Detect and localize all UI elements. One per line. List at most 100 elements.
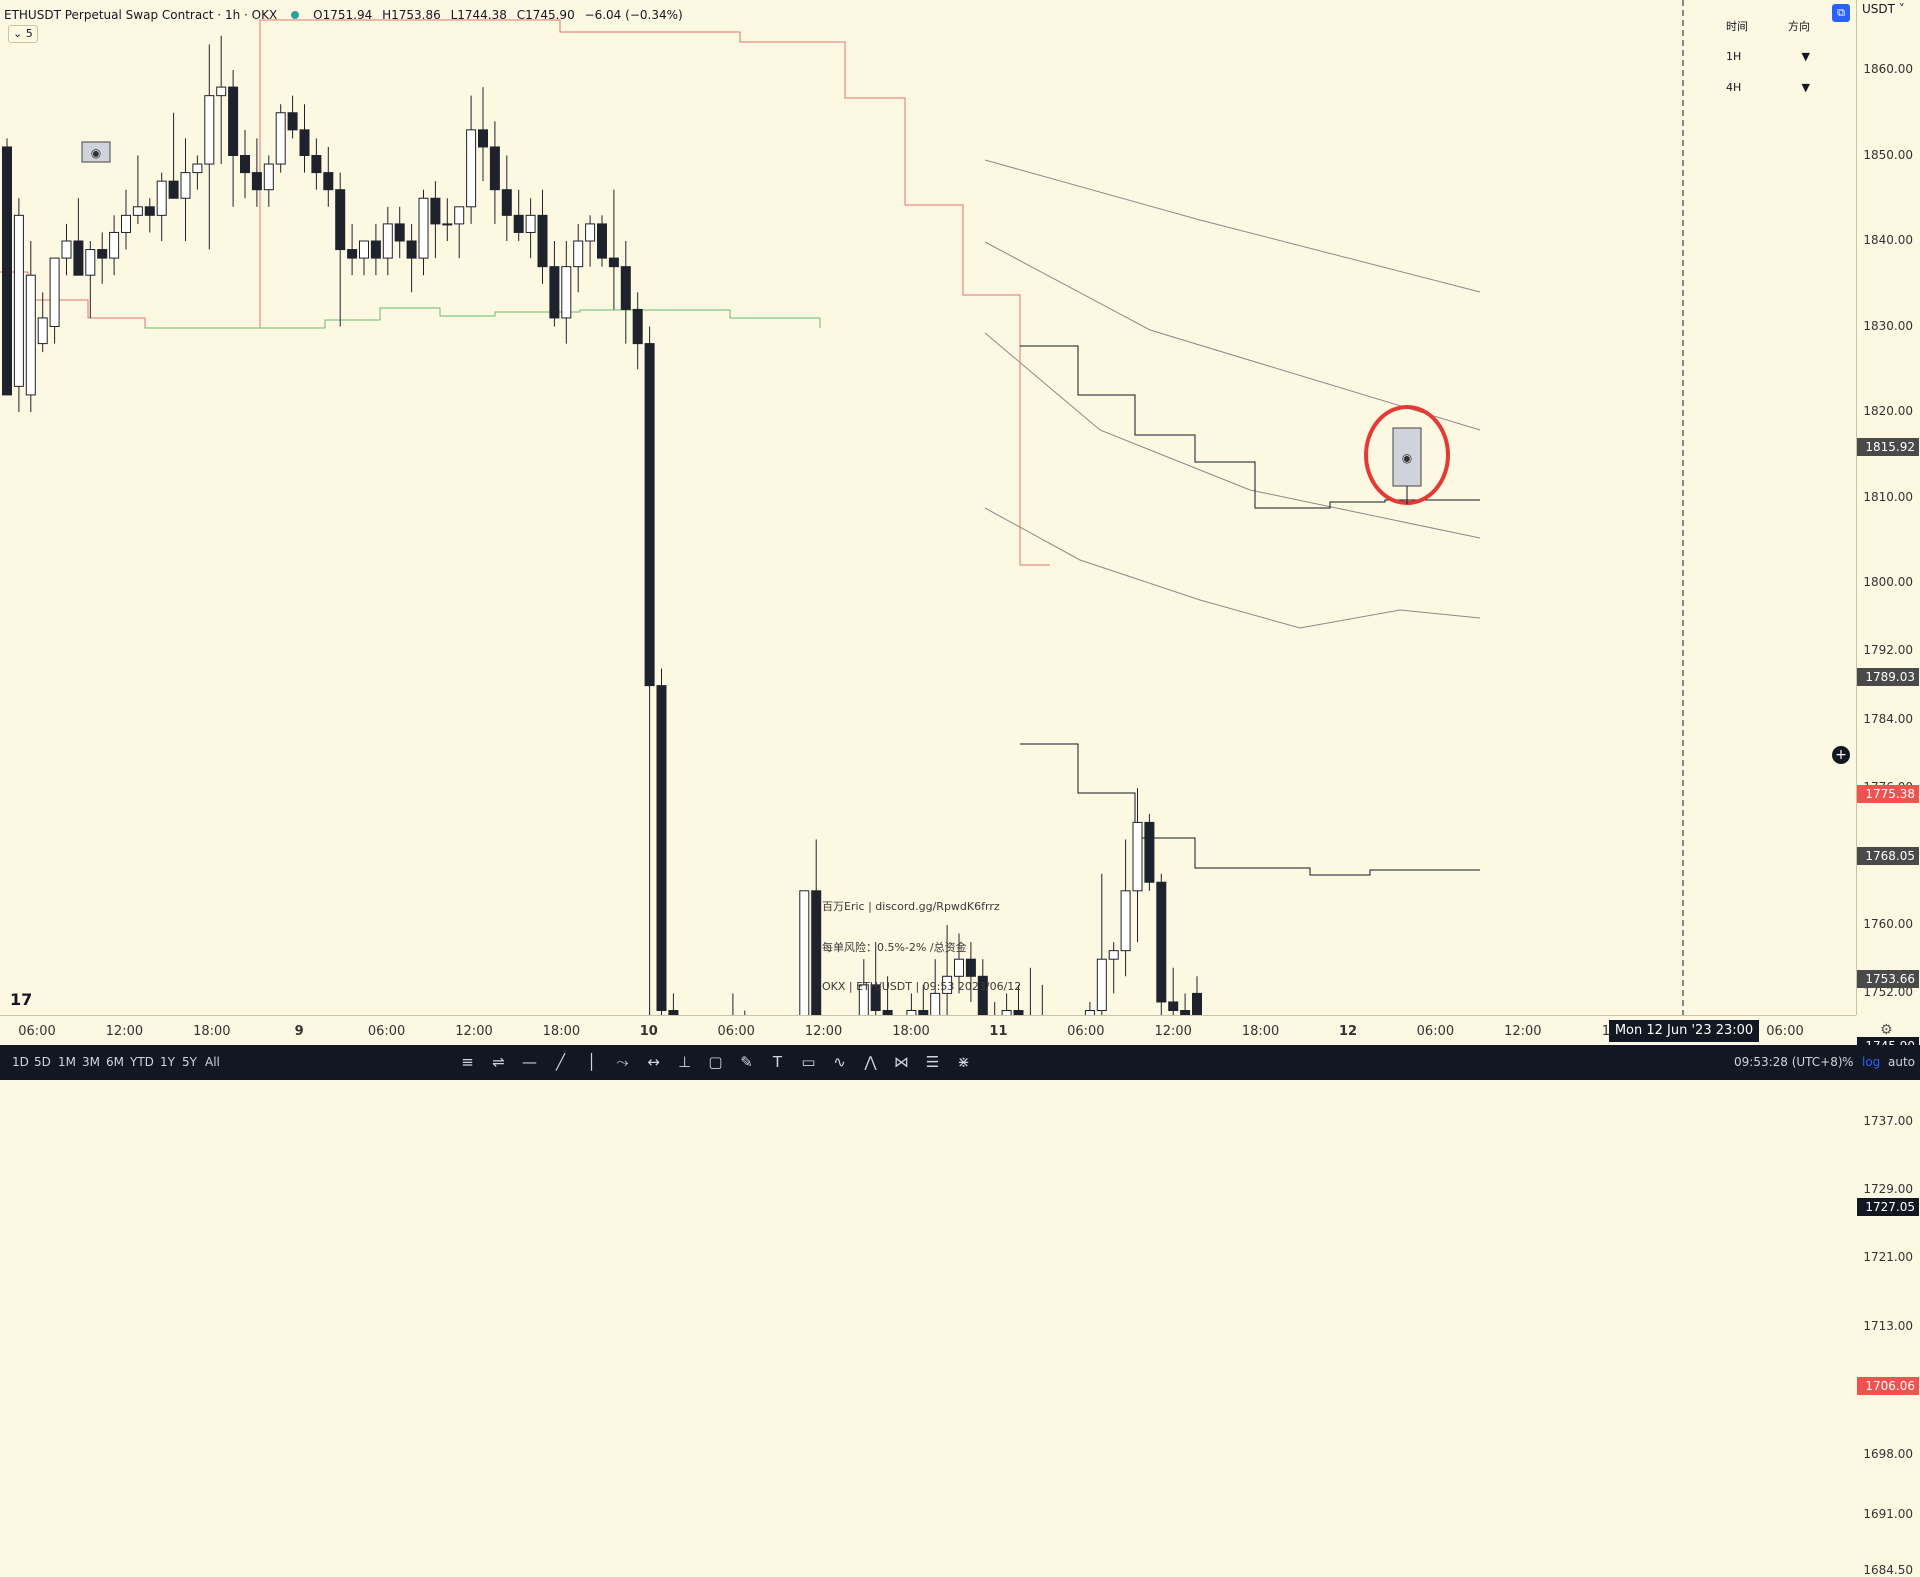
brush-icon[interactable]: ✎ <box>740 1053 753 1071</box>
price-level-tag: 1815.92 <box>1857 437 1919 456</box>
candlestick-chart[interactable]: ◉◉ <box>0 0 1856 1015</box>
table-cell-direction: ▼ <box>1801 81 1810 94</box>
time-tick-label: 18:00 <box>892 1024 930 1039</box>
price-level-tag: 1727.05 <box>1857 1197 1919 1216</box>
time-axis[interactable]: 06:001812:0006:001218:0012:0006:001118:0… <box>0 1015 1856 1046</box>
candle-body <box>2 146 12 396</box>
candle-body <box>1096 958 1107 1012</box>
price-level-tag: 1775.38 <box>1857 784 1919 803</box>
range-button[interactable]: 1Y <box>160 1055 175 1069</box>
eye-marker-box <box>81 141 111 163</box>
pattern-icon[interactable]: ⋀ <box>864 1053 877 1071</box>
candle-body <box>811 890 822 1015</box>
indicators-collapse-button[interactable]: ⌄ 5 <box>8 25 38 43</box>
range-button[interactable]: 5D <box>34 1055 51 1069</box>
candle-body <box>287 112 298 131</box>
time-tick-label: 12:00 <box>1504 1024 1542 1039</box>
candle-body <box>585 223 596 242</box>
candle-body <box>918 1010 929 1015</box>
watermark-line: 百万Eric | discord.gg/RpwdK6frrz <box>822 900 1000 913</box>
price-range-icon[interactable]: ⊥ <box>677 1053 692 1071</box>
table-row: 4H ▼ <box>1690 72 1830 103</box>
xabcd-icon[interactable]: ⋈ <box>894 1053 909 1071</box>
measure-icon[interactable]: ↔ <box>647 1053 660 1071</box>
auto-toggle[interactable]: auto <box>1888 1055 1916 1069</box>
range-button[interactable]: All <box>205 1055 220 1069</box>
vertical-line-icon[interactable]: │ <box>586 1053 597 1071</box>
time-tick-label: 12:00 <box>804 1024 843 1039</box>
price-tick-label: 1850.00 <box>1863 147 1913 162</box>
time-tick-label: 06:00 <box>1416 1024 1455 1039</box>
candle-body <box>299 129 310 157</box>
price-tick-label: 1713.00 <box>1863 1318 1913 1333</box>
compare-icon[interactable]: ⧉ <box>1832 4 1850 22</box>
candle-body <box>132 206 143 216</box>
candle-body <box>954 958 964 977</box>
crosshair-plus-icon[interactable]: + <box>1832 746 1850 764</box>
horizontal-line-icon[interactable]: — <box>522 1053 537 1071</box>
chart-area[interactable]: ◉ ◉ ETHUSDT Perpetual Swap Contract · 1h … <box>0 0 1856 1015</box>
rectangle-icon[interactable]: ▢ <box>708 1053 723 1071</box>
currency-selector[interactable]: USDT ˅ <box>1862 2 1905 16</box>
settings-gear-icon[interactable]: ⚙ <box>1880 1022 1893 1038</box>
tradingview-logo[interactable]: 17 <box>10 990 33 1009</box>
candle-body <box>799 890 810 1015</box>
time-tick-label: 12:00 <box>105 1024 144 1039</box>
watermark-line: 每单风险：0.5%-2% /总资金 <box>822 941 967 954</box>
table-row: 1H ▼ <box>1690 41 1830 72</box>
range-button[interactable]: YTD <box>130 1055 154 1069</box>
fib-icon[interactable]: ☰ <box>925 1053 940 1071</box>
candle-body <box>1132 821 1143 892</box>
candle-body <box>97 249 108 259</box>
price-tick-label: 1752.00 <box>1863 985 1913 1000</box>
table-cell-timeframe: 4H <box>1726 81 1742 94</box>
log-toggle[interactable]: log <box>1862 1055 1881 1069</box>
text-icon[interactable]: T <box>772 1053 783 1071</box>
range-button[interactable]: 5Y <box>182 1055 197 1069</box>
resistance-step-line <box>1020 345 1480 509</box>
time-tick-label: 11 <box>989 1024 1008 1039</box>
price-tick-label: 1800.00 <box>1863 575 1913 589</box>
range-button[interactable]: 1D <box>12 1055 29 1069</box>
candle-body <box>442 223 453 226</box>
clock[interactable]: 09:53:28 (UTC+8) <box>1734 1055 1843 1069</box>
parallel-channel-icon[interactable]: ⇌ <box>492 1053 505 1071</box>
range-button[interactable]: 3M <box>82 1055 100 1069</box>
price-tick-label: 1810.00 <box>1863 489 1913 504</box>
candle-body <box>977 975 988 1015</box>
price-tick-label: 1721.00 <box>1863 1250 1913 1265</box>
path-icon[interactable]: ⤳ <box>616 1053 629 1071</box>
time-tick-label: 06:00 <box>1067 1024 1105 1039</box>
time-tick-label: 06:00 <box>367 1024 406 1039</box>
callout-icon[interactable]: ▭ <box>801 1053 816 1071</box>
trend-band-line <box>984 159 1481 293</box>
price-tick-label: 1691.00 <box>1863 1506 1913 1521</box>
time-tick-label: 12:00 <box>1154 1024 1192 1039</box>
trend-line-icon[interactable]: ╱ <box>555 1053 566 1071</box>
price-axis[interactable]: 1684.501691.001698.001706.001713.001721.… <box>1856 0 1920 1577</box>
candle-body <box>192 163 203 174</box>
support-step-line <box>1020 743 1480 876</box>
candle-body <box>870 984 881 1011</box>
open-value: O1751.94 <box>313 8 373 22</box>
table-header: 时间 方向 <box>1690 10 1830 41</box>
horizontal-ray-icon[interactable]: ≡ <box>461 1053 474 1071</box>
gann-icon[interactable]: ⋇ <box>957 1053 970 1071</box>
change-value: −6.04 (−0.34%) <box>584 8 683 22</box>
candle-body <box>1156 881 1167 1003</box>
time-tick-label: 06:00 <box>717 1024 755 1039</box>
range-button[interactable]: 1M <box>58 1055 76 1069</box>
drawing-tools: ≡ ⇌ — ╱ │ ⤳ ↔ ⊥ ▢ ✎ T ▭ ∿ ⋀ ⋈ ☰ ⋇ <box>455 1048 976 1076</box>
candle-body <box>549 266 560 319</box>
candle-body <box>275 112 286 165</box>
candle-body <box>180 172 191 199</box>
trend-band-line <box>984 241 1481 431</box>
percent-toggle[interactable]: % <box>1842 1055 1854 1069</box>
range-button[interactable]: 6M <box>106 1055 124 1069</box>
time-tick-label: 18:00 <box>1241 1024 1280 1039</box>
close-value: C1745.90 <box>516 8 575 22</box>
price-tick-label: 1729.00 <box>1863 1182 1913 1197</box>
candle-body <box>620 266 631 310</box>
symbol-title[interactable]: ETHUSDT Perpetual Swap Contract · 1h · O… <box>4 8 278 22</box>
wave-icon[interactable]: ∿ <box>833 1053 846 1071</box>
